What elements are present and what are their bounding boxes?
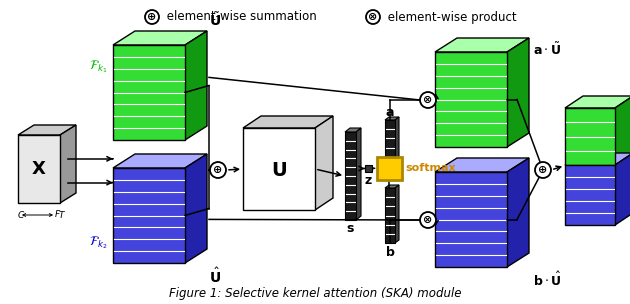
Text: ⊗: ⊗ [423,95,433,105]
Polygon shape [565,108,615,165]
Polygon shape [435,172,507,267]
Text: ⊕: ⊕ [538,165,547,175]
Polygon shape [395,117,399,175]
Polygon shape [18,125,76,135]
Text: element-wise summation: element-wise summation [163,11,317,23]
Polygon shape [113,31,207,45]
Polygon shape [113,168,185,263]
Polygon shape [435,158,529,172]
Text: ⊗: ⊗ [369,12,378,22]
Polygon shape [185,154,207,263]
Text: softmax: softmax [405,163,455,173]
Text: $\mathbf{a}$: $\mathbf{a}$ [385,105,395,119]
Polygon shape [615,96,630,165]
Text: $T$: $T$ [58,209,66,220]
Polygon shape [345,132,356,220]
Polygon shape [315,116,333,210]
FancyBboxPatch shape [377,157,401,179]
Text: $C$: $C$ [17,209,25,220]
Polygon shape [385,120,395,175]
Polygon shape [243,128,315,210]
Text: $\mathbf{b}$: $\mathbf{b}$ [385,245,395,259]
Polygon shape [113,154,207,168]
Text: ⊕: ⊕ [214,165,222,175]
Polygon shape [385,185,399,188]
Polygon shape [565,153,630,165]
Text: $\tilde{\mathbf{U}}$: $\tilde{\mathbf{U}}$ [209,11,221,29]
Polygon shape [615,153,630,225]
Text: Figure 1: Selective kernel attention (SKA) module: Figure 1: Selective kernel attention (SK… [169,286,461,299]
Polygon shape [507,38,529,147]
Circle shape [210,162,226,178]
Polygon shape [507,158,529,267]
Polygon shape [395,185,399,243]
Polygon shape [113,45,185,140]
Polygon shape [385,117,399,120]
Polygon shape [60,125,76,203]
Polygon shape [356,128,361,220]
Text: $\mathbf{s}$: $\mathbf{s}$ [346,223,355,236]
Polygon shape [565,165,615,225]
Polygon shape [185,31,207,140]
Text: $\mathcal{F}_{k_1}$: $\mathcal{F}_{k_1}$ [89,59,108,75]
Polygon shape [385,188,395,243]
Polygon shape [565,96,630,108]
Text: element-wise product: element-wise product [384,11,517,23]
Circle shape [420,92,436,108]
Text: $\mathbf{b} \cdot \hat{\mathbf{U}}$: $\mathbf{b} \cdot \hat{\mathbf{U}}$ [533,271,562,289]
Text: $\hat{\mathbf{U}}$: $\hat{\mathbf{U}}$ [209,267,221,286]
Circle shape [366,10,380,24]
Polygon shape [18,135,60,203]
Text: $F$: $F$ [54,208,62,219]
Text: ⊗: ⊗ [423,215,433,225]
Text: $\mathbf{X}$: $\mathbf{X}$ [32,160,47,178]
Circle shape [420,212,436,228]
Circle shape [145,10,159,24]
Polygon shape [435,52,507,147]
Circle shape [535,162,551,178]
Text: ⊕: ⊕ [147,12,157,22]
Text: $\mathcal{F}_{k_2}$: $\mathcal{F}_{k_2}$ [89,235,108,251]
Polygon shape [435,38,529,52]
Bar [365,165,372,172]
Text: $\mathbf{z}$: $\mathbf{z}$ [364,174,373,186]
Text: $\mathbf{a} \cdot \tilde{\mathbf{U}}$: $\mathbf{a} \cdot \tilde{\mathbf{U}}$ [533,42,561,58]
Polygon shape [243,116,333,128]
Polygon shape [345,128,361,132]
Text: $\mathbf{U}$: $\mathbf{U}$ [271,161,287,181]
